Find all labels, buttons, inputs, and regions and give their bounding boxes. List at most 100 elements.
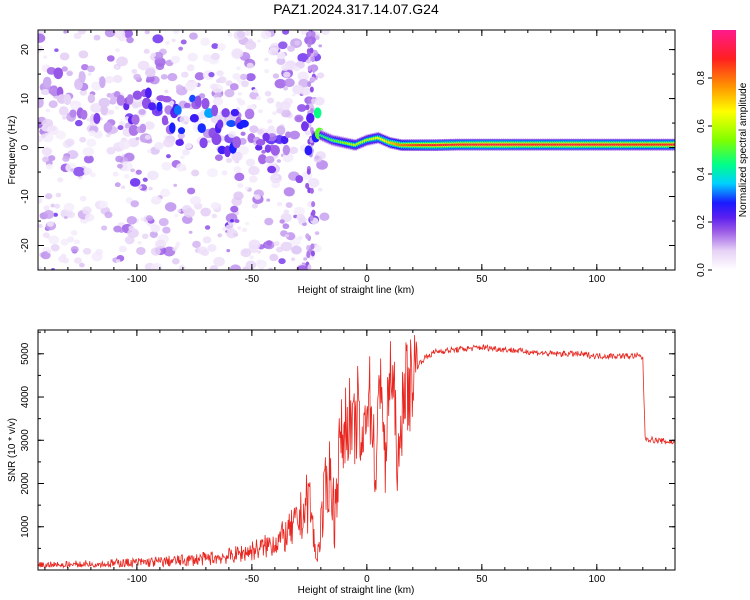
spectrogram-signal-blob: [42, 76, 52, 88]
spectrogram-noise-blob: [79, 136, 87, 143]
spectrogram-noise-blob: [73, 166, 85, 177]
spectrogram-noise-blob: [90, 103, 103, 114]
spectrogram-noise-blob: [63, 216, 68, 220]
spectrogram-noise-blob: [180, 39, 187, 45]
spectrogram-noise-blob: [58, 255, 67, 263]
spectrogram-noise-blob: [50, 244, 60, 252]
spectrogram-noise-blob: [239, 73, 248, 80]
spectrogram-noise-blob: [152, 34, 164, 44]
spectrogram-noise-blob: [160, 188, 171, 198]
spectrogram-noise-blob: [162, 138, 175, 148]
spectrogram-noise-blob: [249, 175, 258, 183]
spectrogram-noise-blob: [181, 71, 189, 78]
spectrogram-noise-blob: [261, 149, 266, 154]
spectrogram-spike-blob: [307, 30, 312, 37]
spectrogram-signal-blob: [80, 109, 88, 120]
spectrogram-signal-blob: [211, 104, 219, 117]
spectrogram-signal-blob: [221, 108, 230, 118]
spectrogram-noise-blob: [137, 185, 143, 190]
spectrogram-signal-blob: [169, 122, 176, 134]
spectrogram-noise-blob: [225, 213, 238, 223]
spectrogram-noise-blob: [282, 152, 294, 163]
spectrogram-noise-blob: [104, 211, 113, 219]
spectrogram-signal-blob: [226, 120, 237, 128]
spectrogram-noise-blob: [104, 76, 114, 84]
spectrogram-noise-blob: [130, 168, 135, 173]
spectrogram-noise-blob: [252, 88, 258, 94]
spectrogram-noise-blob: [114, 105, 120, 110]
y-tick-label: -10: [20, 189, 31, 204]
spectrogram-noise-blob: [177, 132, 186, 139]
spectrogram-noise-blob: [138, 108, 146, 115]
spectrogram-noise-blob: [213, 256, 225, 267]
spectrogram-signal-blob: [103, 122, 113, 133]
spectrogram-noise-blob: [251, 203, 259, 209]
spectrogram-signal-blob: [265, 155, 275, 164]
spectrogram-frame: [37, 29, 676, 271]
spectrogram-signal-blob: [139, 123, 147, 133]
spectrogram-noise-blob: [98, 97, 111, 108]
spectrogram-noise-blob: [318, 44, 323, 48]
spectrogram-signal-blob: [128, 124, 139, 136]
spectrogram-noise-blob: [112, 171, 119, 177]
spectrogram-spike-blob: [309, 187, 314, 194]
spectrogram-noise-blob: [63, 30, 68, 34]
spectrogram-spike-blob: [311, 201, 316, 208]
spectrogram-noise-blob: [211, 52, 220, 61]
spectrogram-noise-blob: [147, 170, 159, 181]
spectrogram-noise-blob: [273, 241, 280, 247]
spectrogram-noise-blob: [226, 228, 238, 239]
spectrogram-noise-blob: [104, 30, 116, 38]
spectrogram-noise-blob: [260, 30, 272, 40]
spectrogram-spike-blob: [310, 243, 315, 250]
spectrogram-noise-blob: [217, 43, 226, 51]
spectrogram-noise-blob: [245, 260, 257, 270]
spectrogram-noise-blob: [178, 265, 186, 270]
spectrogram-noise-blob: [154, 239, 166, 249]
spectrogram-noise-blob: [50, 203, 56, 208]
spectrogram-noise-blob: [79, 195, 87, 202]
spectrogram-xlabel: Height of straight line (km): [298, 285, 415, 296]
spectrogram-signal-blob: [189, 113, 199, 123]
spectrogram-noise-blob: [221, 170, 228, 176]
x-tick-label: 50: [476, 274, 488, 285]
spectrogram-signal-blob: [301, 121, 309, 132]
spectrogram-noise-blob: [258, 267, 264, 270]
figure-title: PAZ1.2024.317.14.07.G24: [273, 1, 439, 17]
spectrogram-noise-blob: [297, 104, 307, 112]
spectrogram-noise-blob: [266, 97, 275, 104]
spectrogram-noise-blob: [212, 96, 224, 106]
spectrogram-noise-blob: [224, 88, 235, 98]
spectrogram-noise-blob: [173, 30, 180, 35]
y-tick-label: 5000: [20, 342, 31, 365]
spectrogram-noise-blob: [300, 86, 311, 96]
spectrogram-spike-blob: [311, 209, 316, 216]
x-tick-label: 0: [364, 274, 370, 285]
spectrogram-noise-blob: [83, 155, 94, 164]
spectrogram-noise-blob: [200, 249, 210, 257]
spectrogram-noise-blob: [63, 202, 75, 212]
spectrogram-signal-blob: [50, 90, 59, 97]
spectrogram-spike-blob: [306, 51, 311, 58]
spectrogram-noise-blob: [126, 36, 134, 44]
spectrogram-noise-blob: [244, 40, 257, 50]
spectrogram-noise-blob: [267, 50, 272, 54]
spectrogram-spike-blob: [306, 251, 311, 258]
spectrogram-noise-blob: [144, 134, 151, 140]
spectrogram-noise-blob: [174, 245, 179, 249]
spectrogram-noise-blob: [287, 45, 295, 52]
spectrogram-noise-blob: [43, 205, 50, 211]
spectrogram-noise-blob: [244, 186, 249, 191]
spectrogram-signal-blob: [258, 154, 267, 165]
spectrogram-signal-blob: [144, 87, 152, 99]
spectrogram-noise-blob: [206, 168, 219, 178]
spectrogram-noise-blob: [150, 247, 161, 256]
spectrogram-noise-blob: [149, 231, 158, 239]
spectrogram-noise-blob: [176, 163, 187, 172]
spectrogram-signal-blob: [276, 125, 286, 136]
x-tick-label: 50: [476, 574, 488, 585]
spectrogram-spike-blob: [310, 56, 315, 63]
spectrogram-noise-blob: [108, 109, 115, 115]
spectrogram-noise-blob: [121, 185, 126, 190]
